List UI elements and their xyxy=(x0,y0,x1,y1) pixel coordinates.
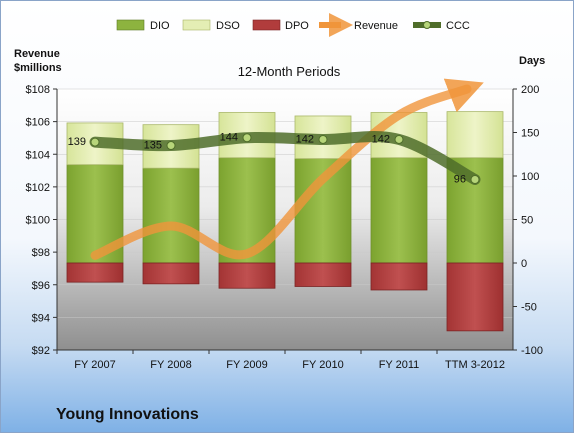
x-tick-label: FY 2011 xyxy=(379,359,420,371)
ccc-point xyxy=(318,134,328,144)
bar-dio xyxy=(142,167,200,264)
bar-dpo xyxy=(446,262,504,332)
ccc-point xyxy=(90,137,100,147)
x-tick-label: FY 2009 xyxy=(226,359,267,371)
ccc-point xyxy=(394,134,404,144)
ccc-data-label: 139 xyxy=(68,136,86,148)
ccc-point xyxy=(242,133,252,143)
ccc-line xyxy=(89,131,481,185)
company-name: Young Innovations xyxy=(56,406,199,423)
legend-label-revenue: Revenue xyxy=(354,20,398,32)
ccc-point xyxy=(166,141,176,151)
legend-swatch-dio xyxy=(116,19,145,31)
left-tick-label: $100 xyxy=(26,215,50,227)
x-tick-label: FY 2008 xyxy=(150,359,191,371)
legend: DIO DSO DPO Revenue CCC xyxy=(116,13,470,37)
right-tick-label: 150 xyxy=(521,128,539,140)
right-tick-label: 0 xyxy=(521,258,527,270)
bar-dpo xyxy=(370,262,428,291)
bar-dpo xyxy=(218,262,276,289)
x-tick-label: FY 2007 xyxy=(74,359,115,371)
bar-dso xyxy=(446,111,504,159)
bar-dpo xyxy=(294,262,352,287)
line-series: 139 135 144 142 142 96 xyxy=(68,78,484,260)
ccc-point xyxy=(470,174,480,184)
ccc-data-label: 142 xyxy=(372,133,390,145)
axes: $92 $94 $96 $98 $100 $102 $104 $106 $108 -100 -50 0… xyxy=(26,84,544,371)
x-tick-label: FY 2010 xyxy=(302,359,343,371)
chart-title: 12-Month Periods xyxy=(238,64,341,79)
bar-series xyxy=(66,111,504,332)
legend-marker-ccc xyxy=(423,21,431,29)
left-tick-label: $108 xyxy=(26,84,50,96)
bar-dpo xyxy=(66,262,124,283)
left-tick-label: $92 xyxy=(32,345,50,357)
legend-label-dpo: DPO xyxy=(285,20,309,32)
left-tick-label: $106 xyxy=(26,117,50,129)
ccc-data-label: 144 xyxy=(220,132,238,144)
left-tick-label: $94 xyxy=(32,312,50,324)
revenue-line xyxy=(90,78,484,260)
ccc-data-label: 96 xyxy=(454,173,466,185)
bar-dio xyxy=(370,157,428,264)
left-axis-title-line1: Revenue xyxy=(14,48,60,60)
ccc-data-label: 135 xyxy=(144,140,162,152)
left-tick-label: $98 xyxy=(32,247,50,259)
legend-swatch-dso xyxy=(182,19,211,31)
ccc-data-label: 142 xyxy=(296,133,314,145)
left-tick-label: $104 xyxy=(26,149,50,161)
left-tick-label: $96 xyxy=(32,280,50,292)
right-tick-label: 100 xyxy=(521,171,539,183)
right-axis-title: Days xyxy=(519,55,545,67)
left-tick-label: $102 xyxy=(26,182,50,194)
right-tick-label: -50 xyxy=(521,302,537,314)
legend-label-ccc: CCC xyxy=(446,20,470,32)
right-tick-label: 50 xyxy=(521,215,533,227)
legend-label-dso: DSO xyxy=(216,20,240,32)
legend-swatch-dpo xyxy=(252,19,281,31)
right-tick-label: -100 xyxy=(521,345,543,357)
legend-label-dio: DIO xyxy=(150,20,170,32)
x-tick-label: TTM 3-2012 xyxy=(445,359,505,371)
left-axis-title-line2: $millions xyxy=(14,62,62,74)
right-tick-label: 200 xyxy=(521,84,539,96)
bar-dpo xyxy=(142,262,200,285)
